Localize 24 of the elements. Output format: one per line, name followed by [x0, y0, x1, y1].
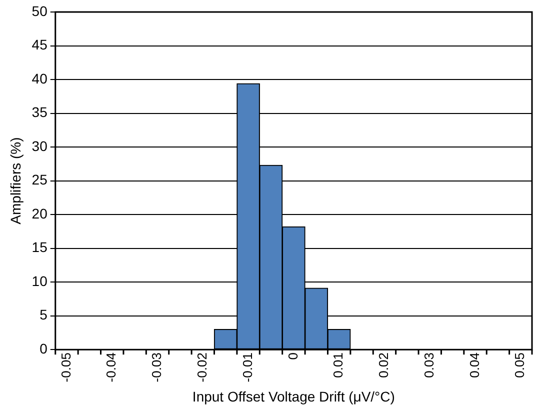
x-tick-label: 0.03	[421, 352, 436, 378]
x-tick-label: -0.05	[58, 352, 74, 382]
x-tick-label: -0.02	[194, 352, 210, 382]
x-tick-label: -0.01	[240, 352, 255, 382]
x-tick-label: 0.01	[330, 352, 346, 378]
x-tick-label: -0.04	[104, 352, 119, 382]
y-tick-label: 15	[32, 239, 48, 256]
y-tick-label: 45	[32, 36, 48, 53]
y-tick-label: 30	[32, 138, 48, 154]
x-tick-label: 0.04	[466, 352, 482, 378]
y-tick-label: 25	[32, 172, 48, 188]
y-tick-label: 5	[40, 306, 48, 323]
x-tick-label: 0.02	[376, 352, 392, 378]
y-tick-label: 10	[32, 272, 48, 289]
y-tick-label: 50	[32, 2, 48, 19]
y-axis-title: Amplifiers (%)	[7, 137, 24, 224]
x-axis-title: Input Offset Voltage Drift (μV/°C)	[192, 388, 395, 404]
x-tick-label: 0.05	[512, 352, 528, 378]
y-tick-label: 0	[40, 340, 48, 356]
y-tick-label: 40	[32, 70, 48, 86]
y-tick-label: 20	[32, 205, 48, 222]
x-tick-label: 0	[285, 352, 300, 360]
y-tick-label: 35	[32, 104, 48, 120]
x-tick-label: -0.03	[149, 352, 164, 382]
